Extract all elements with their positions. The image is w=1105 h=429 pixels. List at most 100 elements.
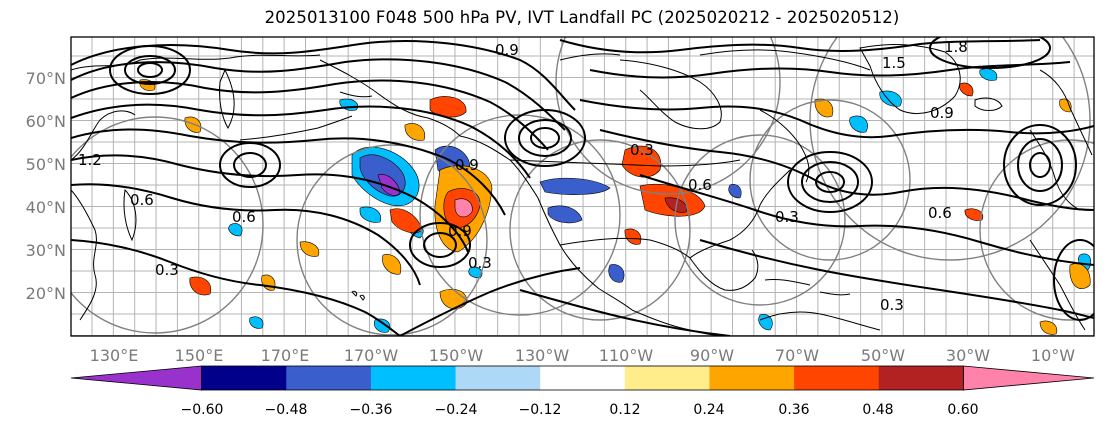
colorbar-tick: 0.60 — [947, 402, 978, 418]
anomaly-negative — [249, 316, 264, 329]
pv-contours — [71, 39, 1094, 336]
contour-label: 0.6 — [688, 176, 712, 194]
colorbar-swatch — [540, 366, 626, 390]
contour-label: 1.2 — [78, 151, 102, 169]
pv-center — [137, 62, 163, 78]
anomaly-positive — [382, 254, 402, 275]
range-rings — [71, 37, 1094, 336]
lon-label: 10°W — [1031, 346, 1075, 365]
lon-label: 90°W — [690, 346, 734, 365]
coastline — [123, 188, 137, 242]
pv-contour — [71, 103, 531, 179]
anomaly-negative — [728, 184, 742, 199]
anomaly-positive — [454, 198, 473, 218]
lon-label: 110°W — [599, 346, 654, 365]
lat-label: 20°N — [26, 284, 66, 303]
coastline — [1029, 239, 1086, 331]
coastline — [759, 109, 810, 183]
colorbar-tick: −0.24 — [435, 402, 478, 418]
lon-label: 130°W — [515, 346, 570, 365]
pv-center — [530, 127, 560, 149]
pv-contour — [71, 128, 506, 216]
colorbar-swatch — [370, 366, 457, 390]
pv-center — [124, 55, 176, 85]
anomaly-positive — [389, 208, 423, 234]
pv-center — [109, 45, 191, 95]
anomaly-negative — [758, 314, 773, 331]
anomaly-positive — [964, 208, 984, 221]
coastline — [619, 59, 722, 130]
pv-center — [801, 161, 859, 203]
anomaly-positive — [1039, 320, 1058, 335]
contour-label: 0.6 — [232, 208, 256, 226]
coastline — [71, 110, 136, 321]
pv-contour — [699, 239, 1094, 319]
pv-center — [409, 222, 471, 268]
contour-label: 1.8 — [944, 38, 968, 56]
range-ring — [71, 116, 264, 334]
anomaly-negative — [608, 264, 625, 283]
coastline — [859, 44, 961, 114]
map-title: 2025013100 F048 500 hPa PV, IVT Landfall… — [264, 8, 900, 27]
lon-label: 50°W — [861, 346, 905, 365]
coastline — [764, 279, 851, 296]
range-ring — [809, 37, 1091, 261]
shaded-anomalies — [139, 68, 1092, 335]
lat-label: 70°N — [26, 69, 66, 88]
colorbar-tick: −0.12 — [519, 402, 562, 418]
pv-contour — [519, 289, 731, 336]
colorbar-tick: 0.48 — [862, 402, 893, 418]
coastline — [219, 68, 235, 130]
contour-label: 0.3 — [155, 261, 179, 279]
colorbar-extend-max — [962, 365, 1095, 391]
colorbar-swatch — [794, 366, 880, 390]
coastline — [974, 97, 1003, 111]
pv-center — [219, 142, 281, 188]
anomaly-positive — [189, 276, 212, 296]
pv-center — [423, 232, 457, 258]
contour-label: 0.3 — [775, 208, 799, 226]
pv-center — [504, 109, 586, 167]
pv-contour — [589, 61, 1071, 79]
contour-label: 0.3 — [630, 141, 654, 159]
colorbar — [70, 365, 1095, 391]
coastline — [139, 54, 321, 61]
coastline — [351, 290, 365, 301]
anomaly-negative — [228, 223, 243, 237]
lon-label: 150°W — [429, 346, 484, 365]
anomaly-positive — [959, 82, 974, 97]
anomaly-negative — [374, 318, 391, 333]
anomaly-positive — [814, 98, 834, 118]
pv-contour — [559, 39, 1041, 54]
coastline — [459, 135, 633, 311]
contour-label: 0.3 — [880, 296, 904, 314]
lon-label: 70°W — [775, 346, 819, 365]
range-ring — [674, 134, 846, 306]
coastline — [1029, 129, 1081, 211]
pv-center — [929, 37, 1051, 69]
lat-label: 60°N — [26, 112, 66, 131]
colorbar-extend-min — [70, 365, 203, 391]
map-content: 0.9 1.8 1.5 0.9 0.6 0.3 0.6 0.3 0.9 1.2 … — [71, 37, 1094, 336]
pv-contour — [639, 174, 1094, 266]
colorbar-tick: 0.24 — [693, 402, 724, 418]
colorbar-swatch — [286, 366, 372, 390]
coastlines — [71, 44, 1093, 336]
coastline — [559, 49, 871, 71]
longitude-labels: 130°E 150°E 170°E 170°W 150°W 130°W 110°… — [90, 346, 1076, 365]
coastline — [1039, 69, 1093, 156]
anomaly-positive — [404, 123, 426, 141]
contour-label: 1.5 — [882, 54, 906, 72]
pv-center — [1029, 152, 1051, 178]
pv-contour — [71, 183, 421, 286]
coastline — [239, 115, 353, 141]
border — [559, 237, 691, 259]
range-ring — [555, 37, 781, 195]
contour-label: 0.9 — [495, 41, 519, 59]
pv-center — [815, 171, 845, 193]
anomaly-negative — [539, 177, 611, 195]
anomaly-negative — [359, 206, 382, 223]
range-ring — [509, 139, 691, 321]
colorbar-swatch — [201, 366, 287, 390]
lat-label: 30°N — [26, 241, 66, 260]
